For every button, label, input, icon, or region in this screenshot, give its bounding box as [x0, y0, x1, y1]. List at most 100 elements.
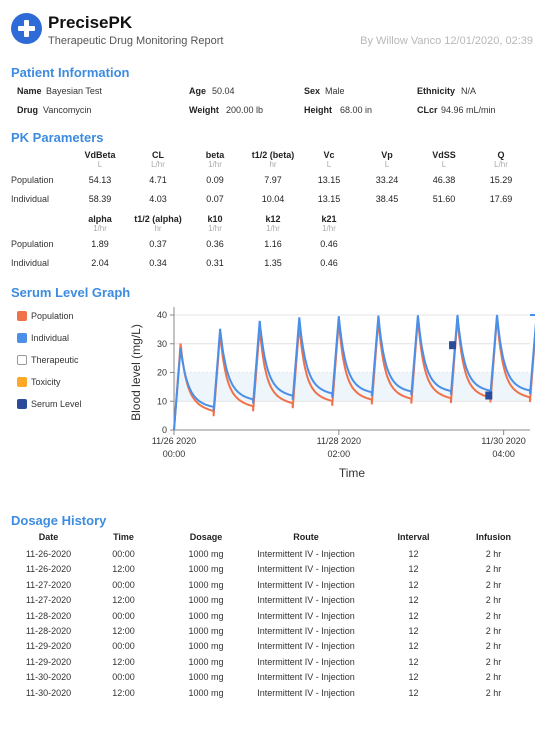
dosage-cell: 11-27-2020 — [25, 595, 72, 606]
x-tick-date: 11/28 2020 — [317, 436, 361, 446]
report-byline: By Willow Vanco 12/01/2020, 02:39 — [360, 35, 533, 47]
pk1-header: VdSS — [432, 150, 456, 160]
dosage-history-title: Dosage History — [11, 513, 107, 528]
pk1-individual-value: 38.45 — [375, 194, 399, 204]
legend-label: Therapeutic — [31, 355, 79, 365]
dosage-cell: 12:00 — [112, 656, 135, 667]
dosage-cell: 11-28-2020 — [25, 610, 72, 621]
dosage-cell: 2 hr — [485, 641, 502, 652]
dosage-cell: 2 hr — [485, 549, 502, 559]
brand-name: PrecisePK — [48, 13, 133, 32]
dosage-cell: 1000 mg — [188, 610, 224, 621]
dosage-cell: Intermittent IV - Injection — [257, 595, 355, 606]
pk2-unit: 1/hr — [266, 224, 280, 233]
dosage-cell: 12:00 — [112, 687, 135, 698]
dosage-cell: Intermittent IV - Injection — [257, 579, 355, 590]
dosage-cell: 12 — [408, 656, 419, 667]
x-tick-date: 11/30 2020 — [481, 436, 525, 446]
pk2-header: k10 — [207, 214, 223, 224]
legend-swatch — [17, 355, 27, 365]
dosage-cell: 11-30-2020 — [25, 672, 72, 683]
dosage-cell: 00:00 — [112, 579, 135, 590]
serum-level-marker — [485, 391, 493, 400]
patient-info-title: Patient Information — [11, 65, 130, 80]
dosage-cell: 1000 mg — [188, 579, 224, 590]
dosage-cell: Intermittent IV - Injection — [257, 564, 355, 575]
pk1-header: VdBeta — [84, 150, 116, 160]
pk1-population-value: 13.15 — [317, 175, 341, 185]
dosage-cell: Intermittent IV - Injection — [257, 626, 355, 636]
dosage-cell: Intermittent IV - Injection — [257, 656, 355, 667]
dosage-cell: 12:00 — [112, 564, 135, 575]
pk-row-label-population: Population — [11, 175, 54, 185]
pk1-header: CL — [152, 150, 164, 160]
plus-icon — [11, 13, 42, 44]
legend-swatch — [17, 311, 27, 321]
y-tick-label: 40 — [157, 310, 167, 320]
dosage-cell: Intermittent IV - Injection — [257, 610, 355, 621]
dosage-cell: 12 — [408, 564, 419, 575]
dosage-cell: 12 — [408, 687, 419, 698]
name-label: Name — [17, 86, 42, 96]
serum-graph-title: Serum Level Graph — [11, 285, 131, 300]
dosage-cell: 11-30-2020 — [25, 687, 72, 698]
pk2-population-value: 0.37 — [149, 239, 167, 249]
pk1-individual-value: 17.69 — [489, 194, 513, 204]
pk1-header: beta — [205, 150, 225, 160]
pk1-individual-value: 13.15 — [317, 194, 341, 204]
pk2-population-value: 0.36 — [206, 239, 224, 249]
dosage-cell: 00:00 — [112, 549, 135, 559]
x-tick-time: 02:00 — [328, 449, 351, 459]
dosage-column-header: Route — [293, 532, 319, 542]
dosage-cell: 12 — [408, 579, 419, 590]
dosage-cell: 00:00 — [112, 672, 135, 683]
dosage-cell: 2 hr — [485, 579, 502, 590]
dosage-cell: 2 hr — [485, 672, 502, 683]
pk1-population-value: 0.09 — [206, 175, 224, 185]
dosage-column-header: Date — [38, 532, 59, 542]
legend-swatch — [17, 333, 27, 343]
dosage-cell: 12 — [408, 549, 419, 559]
height-label: Height — [304, 105, 332, 115]
population-curve — [173, 314, 535, 431]
dosage-cell: 1000 mg — [188, 549, 224, 559]
dosage-cell: 1000 mg — [188, 641, 224, 652]
dosage-cell: 12:00 — [112, 595, 135, 606]
pk1-unit: L — [441, 160, 447, 169]
ethnicity-value: N/A — [461, 86, 477, 96]
pk2-individual-value: 2.04 — [91, 258, 109, 268]
pk-row-label-population: Population — [11, 239, 54, 249]
pk-row-label-individual: Individual — [11, 194, 50, 204]
pk2-unit: 1/hr — [322, 224, 336, 233]
pk1-individual-value: 51.60 — [432, 194, 456, 204]
legend-label: Serum Level — [31, 399, 82, 409]
pk2-population-value: 0.46 — [320, 239, 338, 249]
pk2-population-value: 1.16 — [264, 239, 282, 249]
clcr-value: 94.96 mL/min — [441, 105, 496, 115]
y-tick-label: 10 — [157, 396, 167, 406]
individual-curve — [173, 314, 535, 431]
pk1-population-value: 7.97 — [264, 175, 282, 185]
dosage-cell: 1000 mg — [188, 626, 224, 636]
dosage-cell: 1000 mg — [188, 595, 224, 606]
pk-table-primary: Population Individual VdBeta L 54.13 58.39 C… — [11, 150, 541, 210]
pk2-header: t1/2 (alpha) — [134, 214, 182, 224]
dosage-column-header: Infusion — [476, 532, 511, 542]
dosage-cell: 2 hr — [485, 626, 502, 636]
dosage-cell: 11-29-2020 — [25, 641, 72, 652]
dosage-cell: 11-29-2020 — [25, 656, 72, 667]
legend-swatch — [17, 399, 27, 409]
pk1-unit: L — [326, 160, 332, 169]
report-subtitle: Therapeutic Drug Monitoring Report — [48, 35, 224, 47]
legend-label: Individual — [31, 333, 70, 343]
dosage-cell: 11-26-2020 — [25, 549, 72, 559]
dosage-cell: 2 hr — [485, 610, 502, 621]
pk1-unit: L — [384, 160, 390, 169]
pk1-individual-value: 0.07 — [206, 194, 224, 204]
report-header: PrecisePK Therapeutic Drug Monitoring Re… — [11, 12, 541, 52]
drug-value: Vancomycin — [43, 105, 92, 115]
dosage-column-header: Interval — [397, 532, 430, 542]
dosage-cell: 12 — [408, 595, 419, 606]
pk2-individual-value: 0.46 — [320, 258, 338, 268]
dosage-cell: 11-27-2020 — [25, 579, 72, 590]
